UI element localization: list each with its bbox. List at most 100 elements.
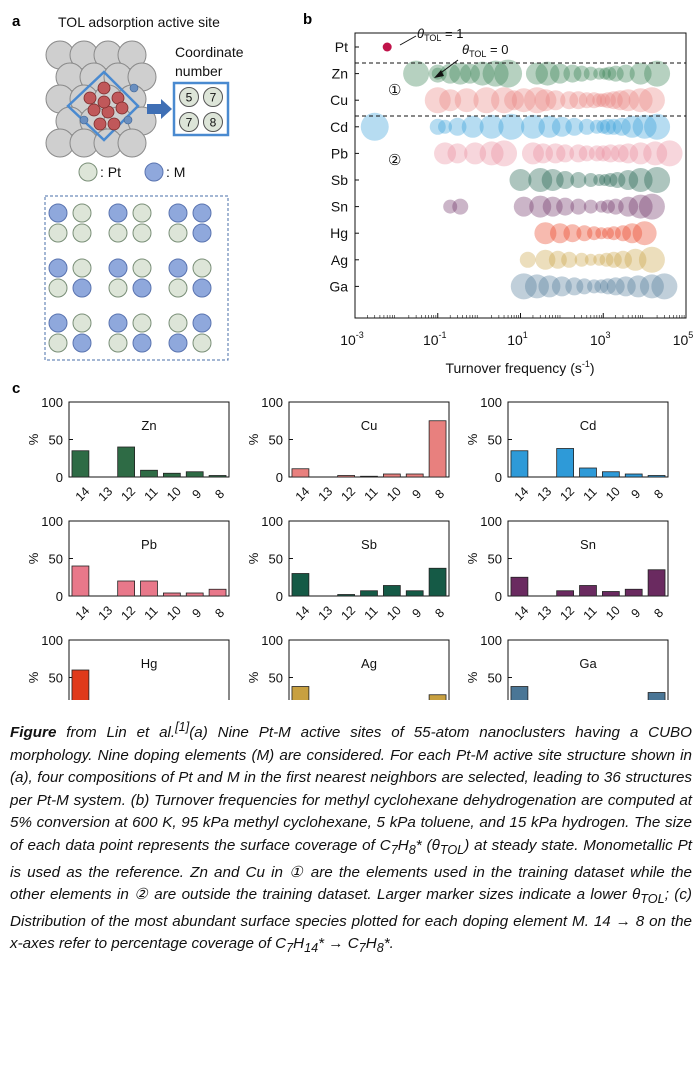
x-tick-label: 8	[651, 606, 666, 621]
x-tick-label: 13	[96, 484, 116, 504]
coord-number-circle	[203, 87, 223, 107]
annotation-1-sub: TOL	[424, 33, 441, 43]
panel-a: a TOL adsorption active site Coordinate …	[12, 13, 244, 361]
data-point-zn	[525, 62, 548, 85]
data-point-ga	[606, 277, 625, 296]
data-point-cu	[638, 87, 665, 114]
y-tick-label: Ag	[331, 252, 348, 268]
data-point-sn	[607, 198, 624, 215]
subplot-frame	[507, 639, 669, 700]
x-tick-label: 12	[338, 603, 358, 623]
data-point-sn	[583, 199, 598, 214]
data-point-ga	[587, 279, 602, 294]
panel-a-title: TOL adsorption active site	[58, 14, 220, 30]
y-tick-label: Sn	[331, 199, 348, 215]
caption-ref: [1]	[175, 720, 190, 734]
x-tick-label: 101	[507, 330, 528, 348]
x-tick-label: 12	[118, 603, 138, 623]
data-point-cd	[565, 117, 584, 136]
x-tick-label: 8	[212, 606, 227, 621]
bar	[428, 567, 447, 597]
subplot-title: Sb	[361, 537, 377, 552]
subplot-cu: 0 50 100% Cu 14 13 12 11 10 9 8	[246, 395, 450, 504]
xlabel-close: )	[590, 360, 595, 376]
y-tick-label: 50	[488, 433, 502, 448]
y-tick-label: 0	[276, 589, 283, 604]
pt-atom	[72, 203, 92, 223]
data-point-cu	[424, 87, 451, 114]
bar	[291, 468, 310, 478]
data-point-sb	[609, 172, 626, 188]
y-tick-label: Zn	[332, 66, 348, 82]
x-tick-label: 9	[628, 606, 643, 621]
data-point-zn	[494, 59, 523, 88]
x-tick-label: 105	[673, 330, 694, 348]
tof-x-axis-label: Turnover frequency (s-1)	[445, 359, 594, 376]
data-point-zn	[644, 60, 671, 87]
subplot-zn: 0 50 100% Zn 14 13 12 11 10 9 8	[26, 395, 230, 504]
m-atom	[192, 203, 212, 223]
data-point-ag	[519, 251, 536, 268]
data-point-ga	[639, 274, 664, 299]
bar	[556, 448, 575, 478]
y-tick-label: 100	[41, 514, 63, 529]
pt-atom	[168, 278, 188, 298]
subplot-frame	[507, 401, 669, 478]
bar	[117, 446, 136, 478]
data-point-cu	[617, 89, 640, 112]
caption-label: Figure	[10, 724, 57, 742]
data-point-sn	[638, 193, 665, 220]
data-point-ga	[524, 274, 549, 299]
bar	[117, 580, 136, 597]
data-point-pb	[656, 140, 683, 167]
coord-number: 7	[210, 91, 217, 105]
m-atom	[192, 313, 212, 333]
x-tick-label: 14	[73, 603, 93, 623]
data-point-sb	[541, 169, 564, 191]
pt-atom	[132, 223, 152, 243]
data-point-hg	[601, 227, 614, 240]
y-axis-label: %	[246, 671, 261, 683]
coordinate-number-grid: 5 7 7 8	[179, 87, 223, 132]
bar	[602, 471, 620, 478]
data-point-cd	[596, 119, 611, 134]
data-point-pb	[464, 142, 487, 165]
x-tick-label: 11	[581, 485, 600, 504]
data-point-sb	[583, 173, 598, 187]
m-atom	[48, 203, 68, 223]
caption-sub: 8	[376, 941, 384, 956]
y-tick-label: 50	[49, 433, 63, 448]
data-point-pb	[618, 143, 639, 164]
adsorbate-atom	[123, 115, 133, 125]
panel-b: b Pt Zn Cu Cd Pb Sb Sn Hg Ag Ga 10-3 10-1 101 103 105…	[303, 11, 693, 376]
data-point-cd	[479, 114, 504, 139]
y-axis-label: %	[26, 552, 41, 564]
data-point-pb	[533, 143, 554, 164]
red-atom	[115, 101, 129, 115]
caption-sub: TOL	[439, 843, 465, 858]
x-tick-label: 13	[535, 484, 555, 504]
red-atom	[83, 91, 97, 105]
adsorbate-atom	[79, 115, 89, 125]
data-point-zn	[549, 63, 570, 84]
y-tick-label: 100	[41, 395, 63, 410]
data-point-cu	[596, 93, 611, 108]
panel-letter-c: c	[12, 380, 20, 397]
data-point-sb	[528, 168, 553, 192]
pt-atom	[108, 333, 128, 353]
pt-atom	[48, 278, 68, 298]
data-point-zn	[602, 66, 617, 81]
bar	[624, 588, 643, 597]
annotation-theta-0: θTOL = 0	[434, 42, 508, 78]
bar	[185, 592, 204, 597]
data-point-pb	[601, 144, 620, 163]
data-point-pb	[643, 141, 668, 166]
data-point-cu	[511, 88, 536, 113]
data-point-cd	[461, 115, 484, 138]
bar	[405, 473, 424, 478]
data-point-sn	[556, 197, 575, 216]
m-atom-icon	[144, 162, 164, 182]
data-point-cu	[523, 87, 550, 114]
